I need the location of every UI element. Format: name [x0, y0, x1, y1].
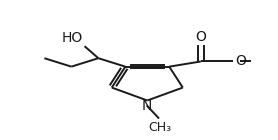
Text: N: N — [142, 99, 153, 113]
Text: CH₃: CH₃ — [148, 121, 171, 134]
Text: HO: HO — [62, 31, 83, 45]
Text: O: O — [235, 54, 246, 68]
Text: O: O — [195, 30, 206, 44]
